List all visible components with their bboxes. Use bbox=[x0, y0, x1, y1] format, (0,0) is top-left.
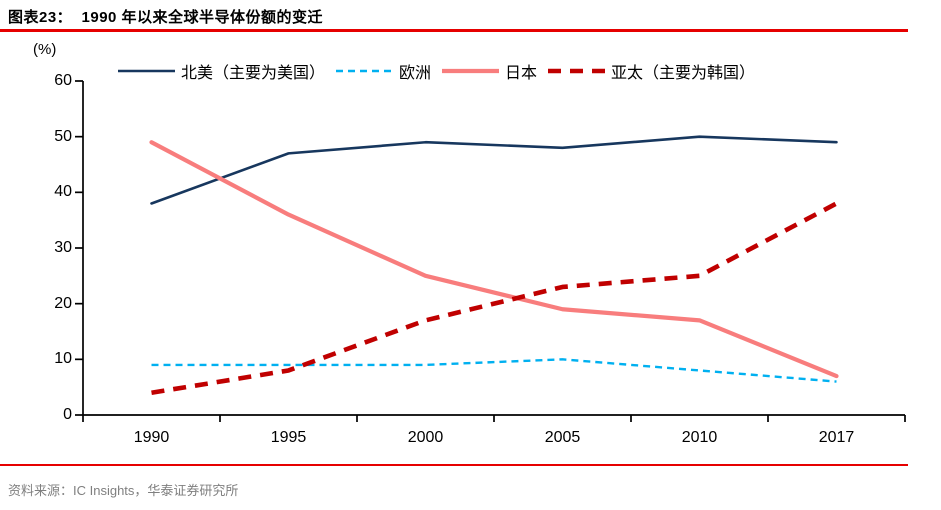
legend-item-japan: 日本 bbox=[442, 59, 537, 83]
legend-swatch-north-america bbox=[118, 69, 175, 73]
legend: 北美（主要为美国） 欧洲 日本 亚太（主要为韩国） bbox=[118, 59, 755, 83]
legend-item-europe: 欧洲 bbox=[336, 59, 431, 83]
x-axis-tick-label: 1995 bbox=[270, 429, 307, 446]
legend-label: 北美（主要为美国） bbox=[181, 65, 326, 82]
series-line-north-america bbox=[150, 135, 838, 205]
source-text: 资料来源：IC Insights，华泰证券研究所 bbox=[8, 483, 239, 498]
y-axis-unit-label: (%) bbox=[33, 41, 57, 58]
y-axis-tick-label: 40 bbox=[54, 183, 72, 201]
series-line-japan bbox=[149, 140, 839, 379]
y-axis-tick-label: 60 bbox=[54, 72, 72, 89]
title-rule bbox=[0, 29, 908, 32]
x-axis-tick-label: 2000 bbox=[407, 429, 444, 446]
legend-swatch-japan bbox=[442, 68, 500, 74]
footer-rule bbox=[0, 464, 908, 466]
y-axis-tick-label: 20 bbox=[54, 294, 72, 312]
page-title: 图表23： 1990 年以来全球半导体份额的变迁 bbox=[8, 9, 324, 26]
y-axis-tick-label: 50 bbox=[54, 127, 72, 145]
legend-label: 欧洲 bbox=[399, 65, 432, 82]
x-axis-tick-label: 1990 bbox=[133, 429, 170, 446]
legend-item-north-america: 北美（主要为美国） bbox=[118, 59, 325, 83]
legend-swatch-asia-pacific bbox=[548, 68, 606, 74]
y-axis-tick-label: 10 bbox=[54, 350, 72, 368]
legend-label: 日本 bbox=[505, 65, 538, 82]
x-axis-tick-label: 2005 bbox=[544, 429, 581, 446]
y-axis-tick-label: 0 bbox=[63, 406, 72, 423]
legend-item-asia-pacific: 亚太（主要为韩国） bbox=[548, 59, 755, 83]
legend-label: 亚太（主要为韩国） bbox=[611, 65, 756, 82]
y-axis-tick-label: 30 bbox=[54, 239, 72, 256]
series-line-asia-pacific bbox=[151, 201, 838, 396]
legend-swatch-europe bbox=[336, 69, 394, 73]
series-line-europe bbox=[151, 358, 837, 383]
x-axis-tick-label: 2010 bbox=[681, 429, 718, 446]
x-axis-tick-label: 2017 bbox=[818, 429, 855, 446]
